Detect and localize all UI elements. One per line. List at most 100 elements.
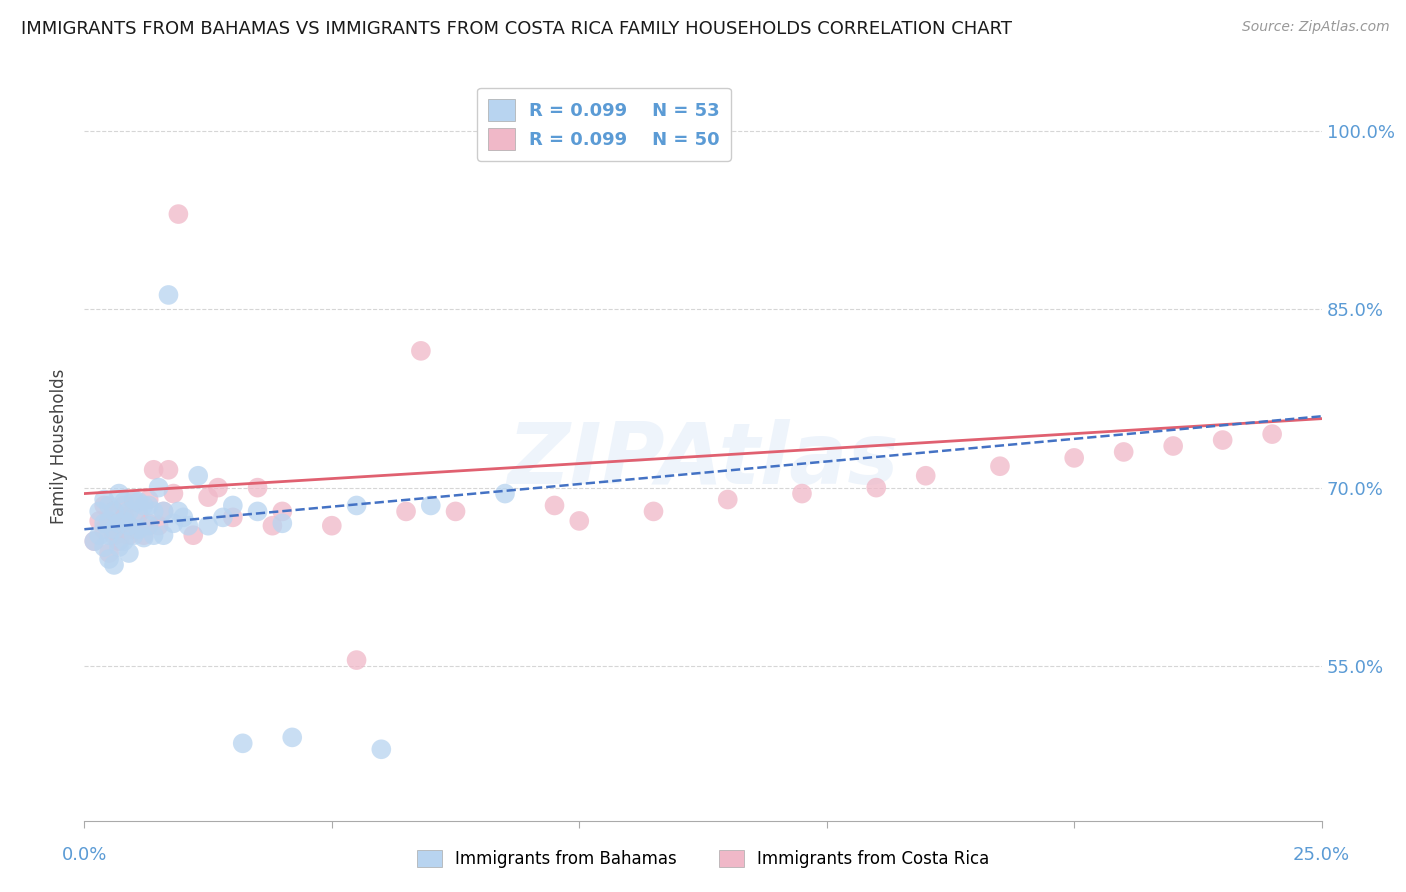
Point: [181, 528, 204, 542]
Point: [717, 492, 740, 507]
Point: [118, 504, 141, 518]
Point: [162, 516, 184, 531]
Point: [138, 492, 160, 507]
Point: [89, 514, 111, 528]
Point: [132, 528, 155, 542]
Point: [138, 516, 160, 531]
Point: [232, 736, 254, 750]
Point: [98, 516, 121, 531]
Point: [108, 516, 131, 531]
Point: [112, 534, 135, 549]
Point: [118, 528, 141, 542]
Point: [112, 514, 135, 528]
Point: [108, 516, 131, 531]
Point: [142, 504, 165, 518]
Point: [128, 522, 150, 536]
Point: [419, 499, 441, 513]
Point: [103, 522, 125, 536]
Point: [103, 528, 125, 542]
Point: [212, 510, 235, 524]
Point: [988, 459, 1011, 474]
Point: [790, 486, 813, 500]
Legend: Immigrants from Bahamas, Immigrants from Costa Rica: Immigrants from Bahamas, Immigrants from…: [411, 843, 995, 875]
Point: [148, 481, 170, 495]
Point: [98, 499, 121, 513]
Point: [142, 528, 165, 542]
Point: [128, 495, 150, 509]
Point: [197, 490, 219, 504]
Point: [89, 528, 111, 542]
Point: [98, 528, 121, 542]
Point: [271, 516, 294, 531]
Point: [122, 510, 145, 524]
Point: [152, 504, 174, 518]
Point: [138, 518, 160, 533]
Point: [643, 504, 665, 518]
Point: [132, 531, 155, 545]
Point: [865, 481, 887, 495]
Point: [207, 481, 229, 495]
Point: [172, 510, 194, 524]
Point: [197, 518, 219, 533]
Point: [118, 518, 141, 533]
Point: [568, 514, 591, 528]
Point: [108, 534, 131, 549]
Point: [93, 522, 115, 536]
Point: [103, 558, 125, 572]
Point: [346, 499, 368, 513]
Text: 25.0%: 25.0%: [1294, 846, 1350, 863]
Point: [246, 481, 269, 495]
Point: [246, 504, 269, 518]
Point: [157, 463, 180, 477]
Text: IMMIGRANTS FROM BAHAMAS VS IMMIGRANTS FROM COSTA RICA FAMILY HOUSEHOLDS CORRELAT: IMMIGRANTS FROM BAHAMAS VS IMMIGRANTS FR…: [21, 20, 1012, 37]
Point: [177, 518, 200, 533]
Point: [152, 528, 174, 542]
Point: [152, 504, 174, 518]
Point: [93, 516, 115, 531]
Point: [1063, 450, 1085, 465]
Point: [157, 288, 180, 302]
Point: [89, 504, 111, 518]
Point: [112, 510, 135, 524]
Point: [83, 534, 105, 549]
Point: [167, 207, 190, 221]
Point: [321, 518, 343, 533]
Y-axis label: Family Households: Family Households: [51, 368, 69, 524]
Point: [112, 495, 135, 509]
Point: [1212, 433, 1234, 447]
Point: [122, 522, 145, 536]
Point: [281, 731, 304, 745]
Point: [132, 499, 155, 513]
Point: [122, 492, 145, 507]
Point: [118, 546, 141, 560]
Point: [98, 514, 121, 528]
Text: Source: ZipAtlas.com: Source: ZipAtlas.com: [1241, 20, 1389, 34]
Point: [914, 468, 936, 483]
Point: [1161, 439, 1184, 453]
Point: [222, 499, 245, 513]
Point: [98, 552, 121, 566]
Point: [395, 504, 418, 518]
Point: [138, 499, 160, 513]
Point: [148, 518, 170, 533]
Point: [108, 540, 131, 554]
Point: [370, 742, 392, 756]
Point: [494, 486, 516, 500]
Point: [222, 510, 245, 524]
Point: [93, 499, 115, 513]
Point: [103, 504, 125, 518]
Point: [409, 343, 432, 358]
Point: [167, 504, 190, 518]
Point: [83, 534, 105, 549]
Point: [93, 540, 115, 554]
Point: [122, 528, 145, 542]
Point: [262, 518, 284, 533]
Point: [103, 504, 125, 518]
Point: [112, 499, 135, 513]
Point: [93, 492, 115, 507]
Point: [543, 499, 565, 513]
Text: ZIPAtlas: ZIPAtlas: [508, 419, 898, 502]
Point: [162, 486, 184, 500]
Point: [98, 546, 121, 560]
Point: [187, 468, 209, 483]
